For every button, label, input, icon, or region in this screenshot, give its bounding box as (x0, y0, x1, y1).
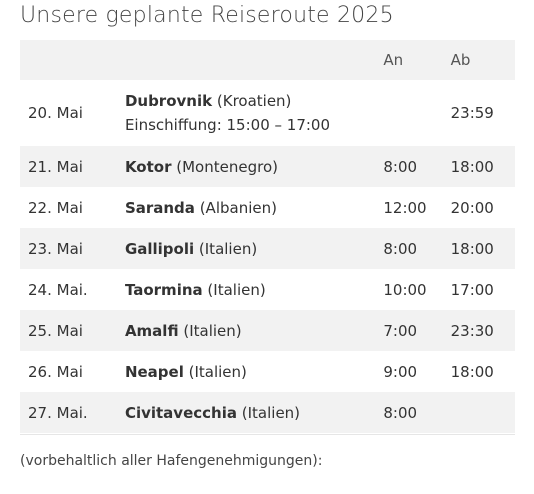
table-header-row: An Ab (20, 40, 515, 80)
port-country: (Italien) (183, 321, 242, 340)
row-date: 20. Mai (28, 104, 83, 122)
port-country: (Italien) (188, 362, 247, 381)
row-date: 26. Mai (28, 362, 83, 381)
row-arrival: 9:00 (383, 362, 418, 381)
table-row: 20. Mai Dubrovnik (Kroatien) Einschiffun… (20, 80, 515, 146)
row-date: 22. Mai (28, 198, 83, 217)
port-country: (Albanien) (199, 198, 277, 217)
port-name: Neapel (124, 362, 184, 381)
port-name: Gallipoli (124, 239, 195, 258)
port-name: Saranda (124, 198, 195, 217)
table-row: 21. Mai Kotor (Montenegro) 8:00 18:00 (20, 146, 515, 187)
row-arrival: 8:00 (383, 403, 418, 422)
row-date: 24. Mai. (28, 280, 88, 299)
table-row: 24. Mai. Taormina (Italien) 10:00 17:00 (20, 269, 515, 310)
port-country: (Kroatien) (216, 92, 292, 110)
header-port (125, 40, 383, 80)
port-country: (Montenegro) (176, 157, 278, 176)
row-port-cell: Civitavecchia (Italien) (125, 392, 383, 433)
row-arrival: 10:00 (383, 280, 427, 299)
row-departure (451, 392, 515, 433)
row-arrival: 8:00 (383, 157, 418, 176)
row-arrival: 8:00 (383, 239, 418, 258)
row-port-cell: Gallipoli (Italien) (125, 228, 383, 269)
row-arrival (383, 80, 450, 146)
port-line: Dubrovnik (Kroatien) (125, 89, 383, 113)
row-port-cell: Amalfi (Italien) (125, 310, 383, 351)
port-name: Taormina (124, 280, 203, 299)
row-arrival: 12:00 (383, 198, 427, 217)
row-arrival: 7:00 (383, 321, 418, 340)
table-row: 23. Mai Gallipoli (Italien) 8:00 18:00 (20, 228, 515, 269)
table-bottom-divider (20, 434, 515, 435)
port-country: (Italien) (198, 239, 258, 258)
page-title: Unsere geplante Reiseroute 2025 (20, 3, 394, 28)
row-departure: 18:00 (450, 157, 494, 176)
port-country: (Italien) (241, 403, 301, 422)
row-departure: 17:00 (450, 280, 494, 299)
port-name: Civitavecchia (124, 403, 237, 422)
table-row: 26. Mai Neapel (Italien) 9:00 18:00 (20, 351, 515, 392)
footnote: (vorbehaltlich aller Hafengenehmigungen)… (20, 453, 323, 469)
table-row: 27. Mai. Civitavecchia (Italien) 8:00 (20, 392, 515, 433)
port-country: (Italien) (207, 280, 266, 299)
table-row: 22. Mai Saranda (Albanien) 12:00 20:00 (20, 187, 515, 228)
header-arrival: An (383, 51, 404, 69)
row-departure: 23:30 (450, 321, 494, 340)
port-name: Dubrovnik (124, 92, 213, 110)
port-name: Kotor (124, 157, 172, 176)
row-date: 23. Mai (28, 239, 83, 258)
row-port-cell: Neapel (Italien) (125, 351, 383, 392)
row-port-cell: Kotor (Montenegro) (125, 146, 383, 187)
row-departure: 18:00 (450, 239, 494, 258)
row-port-cell: Dubrovnik (Kroatien) Einschiffung: 15:00… (125, 80, 383, 146)
table-row: 25. Mai Amalfi (Italien) 7:00 23:30 (20, 310, 515, 351)
row-date: 21. Mai (28, 157, 83, 176)
boarding-note: Einschiffung: 15:00 – 17:00 (124, 116, 331, 134)
row-departure: 20:00 (450, 198, 494, 217)
header-date (20, 40, 125, 80)
row-port-cell: Saranda (Albanien) (125, 187, 383, 228)
row-date: 25. Mai (28, 321, 83, 340)
row-departure: 23:59 (450, 104, 494, 122)
port-name: Amalfi (124, 321, 179, 340)
header-departure: Ab (450, 51, 471, 69)
row-departure: 18:00 (450, 362, 494, 381)
row-port-cell: Taormina (Italien) (125, 269, 383, 310)
row-date: 27. Mai. (28, 403, 88, 422)
itinerary-table: An Ab 20. Mai Dubrovnik (Kroatien) Einsc… (20, 40, 515, 433)
